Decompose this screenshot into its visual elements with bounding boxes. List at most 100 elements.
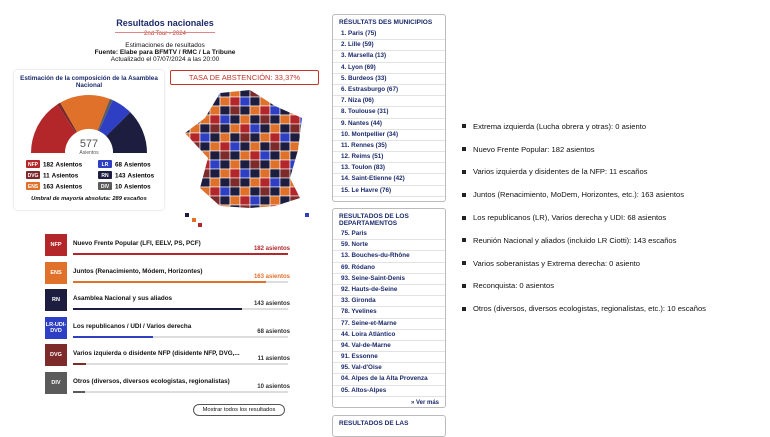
map-region xyxy=(239,114,251,125)
map-region xyxy=(299,132,302,143)
map-region xyxy=(209,141,221,152)
map-region xyxy=(269,90,281,98)
list-item: 5. Burdeos (33) xyxy=(333,74,445,85)
summary-item: Nuevo Frente Popular: 182 asientos xyxy=(462,138,767,161)
summary-text: Otros (diversos, diversos ecologistas, r… xyxy=(473,304,706,314)
party-seats: 182 asientos xyxy=(254,246,290,252)
party-badge xyxy=(98,182,112,190)
map-region xyxy=(209,195,221,206)
map-region xyxy=(249,123,261,134)
seat-count: 143 xyxy=(253,301,264,307)
map-region xyxy=(189,96,201,107)
map-region xyxy=(289,105,301,116)
party-badge xyxy=(26,182,40,190)
map-region xyxy=(199,123,211,134)
map-region xyxy=(259,159,271,170)
map-region xyxy=(219,90,231,98)
list-item: 14. Saint-Etienne (42) xyxy=(333,174,445,186)
map-region xyxy=(249,90,261,98)
party-code: LR-UDI-DVD xyxy=(45,321,67,334)
map-region xyxy=(289,186,301,197)
map-region xyxy=(185,105,191,116)
map-region xyxy=(199,159,211,170)
map-region xyxy=(289,159,301,170)
party-seats: 182 Asientos xyxy=(43,161,83,168)
map-region xyxy=(219,132,231,143)
map-region xyxy=(239,159,251,170)
seat-bar xyxy=(73,363,86,365)
party-code: LR xyxy=(102,162,109,168)
seat-unit: asientos xyxy=(265,246,290,252)
map-region xyxy=(185,186,191,197)
map-region xyxy=(189,159,201,170)
map-region xyxy=(299,123,302,134)
seat-unit: asientos xyxy=(265,383,290,390)
bullet xyxy=(462,124,466,129)
list-item: 1. Paris (75) xyxy=(333,29,445,41)
map-region xyxy=(269,132,281,143)
map-region xyxy=(229,96,241,107)
map-region xyxy=(209,96,221,107)
party-name: Otros (diversos, diversos ecologistas, r… xyxy=(73,377,230,385)
map-region xyxy=(239,96,251,107)
map-region xyxy=(279,123,291,134)
party-badge: NFP xyxy=(45,234,67,256)
map-region xyxy=(219,195,231,206)
map-region xyxy=(299,159,302,170)
seat-unit: Asientos xyxy=(124,183,151,190)
seat-count: 143 xyxy=(115,172,126,179)
seat-count: 163 xyxy=(253,273,264,280)
map-region xyxy=(189,150,201,161)
seat-count: 11 xyxy=(257,356,264,362)
list-item: 93. Seine-Saint-Denis xyxy=(333,274,445,285)
summary-text: Reconquista: 0 asientos xyxy=(473,281,555,291)
map-region xyxy=(299,105,302,116)
list-item: 92. Hauts-de-Seine xyxy=(333,285,445,297)
map-region xyxy=(199,141,211,152)
map-region xyxy=(269,186,281,197)
hemicycle-segment xyxy=(98,100,131,137)
list-item: 10. Montpellier (34) xyxy=(333,130,445,141)
map-region xyxy=(259,186,271,197)
party-code: DIV xyxy=(101,184,110,190)
party-seats: 10 asientos xyxy=(257,384,290,390)
map-region xyxy=(249,141,261,152)
seat-bar xyxy=(73,280,266,283)
map-region xyxy=(289,204,301,208)
seat-count: 10 xyxy=(257,383,264,390)
map-region xyxy=(189,114,201,125)
map-region xyxy=(199,150,211,161)
see-more[interactable]: » Ver más xyxy=(410,399,439,406)
map-region xyxy=(185,96,191,107)
map-region xyxy=(259,177,271,188)
hemicycle-title: Estimación de la composición de la Asamb… xyxy=(20,75,158,89)
map-region xyxy=(299,168,302,179)
show-all-button[interactable]: Mostrar todos los resultados xyxy=(193,404,285,416)
map-region xyxy=(289,96,301,107)
map-region xyxy=(185,132,191,143)
list-item: 69. Ródano xyxy=(333,263,445,274)
party-code: NFP xyxy=(28,162,39,168)
map-region xyxy=(259,204,271,208)
map-region xyxy=(259,168,271,179)
hemicycle-total: 577 xyxy=(80,138,98,150)
party-badge: ENS xyxy=(45,261,67,284)
map-overseas xyxy=(198,223,202,227)
map-region xyxy=(239,186,251,197)
map-region xyxy=(229,195,241,206)
bullet xyxy=(462,261,466,266)
party-name: Los republicanos / UDI / Varios derecha xyxy=(73,322,192,330)
party-seats: 10 Asientos xyxy=(115,183,151,190)
hemicycle-segment xyxy=(31,104,76,153)
summary-item: Los republicanos (LR), Varios derecha y … xyxy=(462,206,767,229)
list-item: 77. Seine-et-Marne xyxy=(333,319,445,330)
list-item: 12. Reims (51) xyxy=(333,152,445,164)
map-region xyxy=(289,177,301,188)
map-overseas xyxy=(185,213,189,217)
map-region xyxy=(239,150,251,161)
bullet xyxy=(462,283,466,288)
seat-unit: Asientos xyxy=(128,172,155,179)
party-code: DVG xyxy=(28,173,39,179)
list-item: 7. Niza (06) xyxy=(333,96,445,108)
list-item: 44. Loira Atlántico xyxy=(333,330,445,341)
